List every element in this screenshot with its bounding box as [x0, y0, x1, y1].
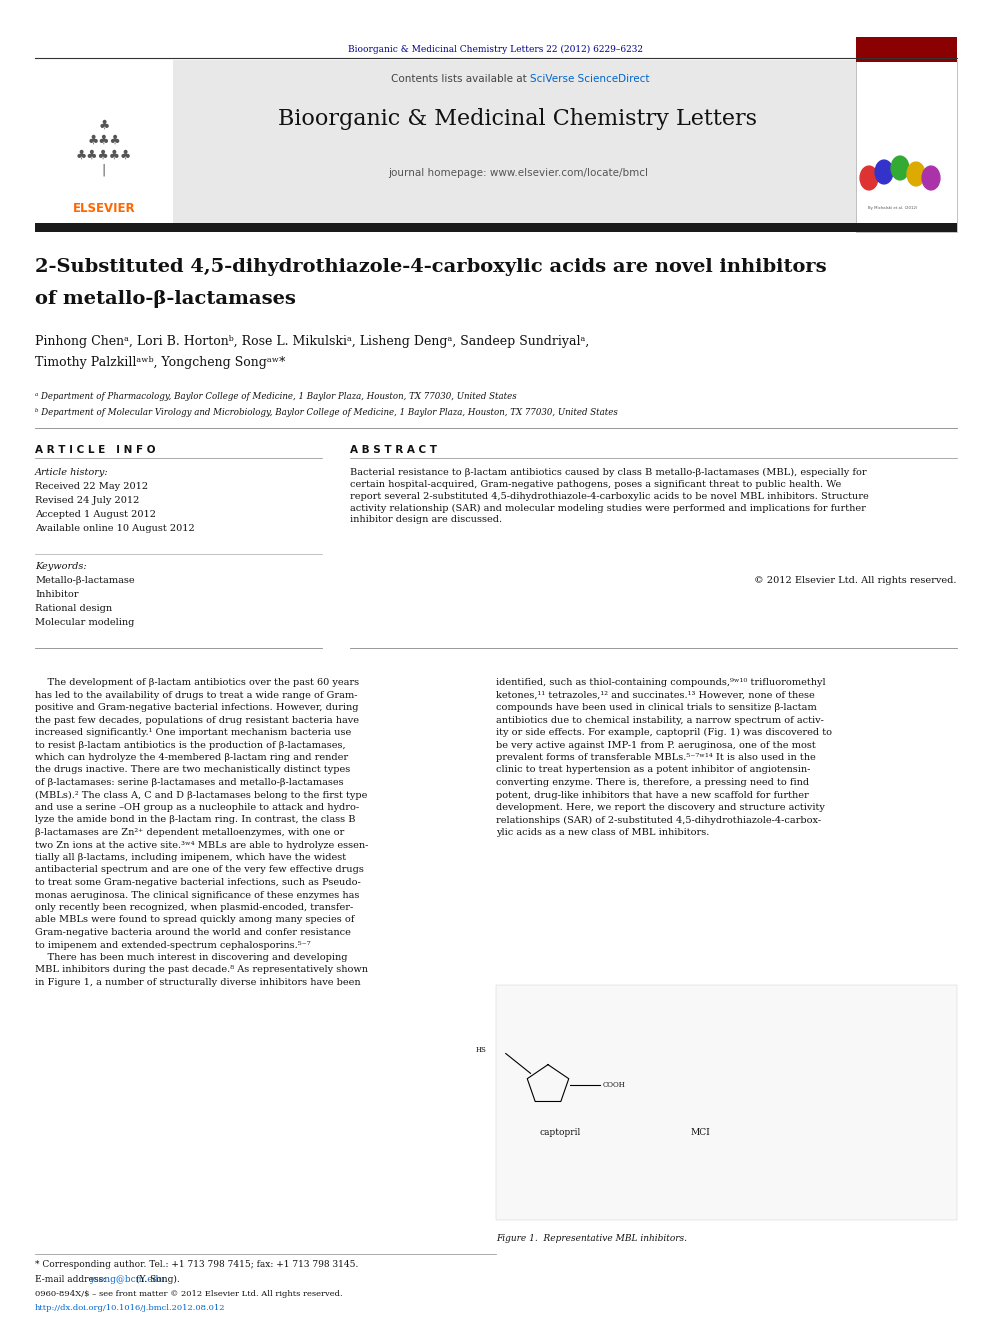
Text: only recently been recognized, when plasmid-encoded, transfer-: only recently been recognized, when plas…	[35, 904, 353, 912]
Text: ♣
♣♣♣
♣♣♣♣♣
  |: ♣ ♣♣♣ ♣♣♣♣♣ |	[75, 119, 132, 177]
Text: The development of β-lactam antibiotics over the past 60 years: The development of β-lactam antibiotics …	[35, 677, 359, 687]
Text: the past few decades, populations of drug resistant bacteria have: the past few decades, populations of dru…	[35, 716, 359, 725]
Text: monas aeruginosa. The clinical significance of these enzymes has: monas aeruginosa. The clinical significa…	[35, 890, 359, 900]
Text: potent, drug-like inhibitors that have a new scaffold for further: potent, drug-like inhibitors that have a…	[496, 791, 808, 799]
Circle shape	[875, 160, 893, 184]
Text: two Zn ions at the active site.³ʷ⁴ MBLs are able to hydrolyze essen-: two Zn ions at the active site.³ʷ⁴ MBLs …	[35, 840, 368, 849]
Text: Received 22 May 2012: Received 22 May 2012	[35, 482, 148, 491]
Text: * Corresponding author. Tel.: +1 713 798 7415; fax: +1 713 798 3145.: * Corresponding author. Tel.: +1 713 798…	[35, 1259, 358, 1269]
Text: Article history:: Article history:	[35, 468, 109, 478]
Text: increased significantly.¹ One important mechanism bacteria use: increased significantly.¹ One important …	[35, 728, 351, 737]
Text: in Figure 1, a number of structurally diverse inhibitors have been: in Figure 1, a number of structurally di…	[35, 978, 361, 987]
Text: ketones,¹¹ tetrazoles,¹² and succinates.¹³ However, none of these: ketones,¹¹ tetrazoles,¹² and succinates.…	[496, 691, 814, 700]
Text: 0960-894X/$ – see front matter © 2012 Elsevier Ltd. All rights reserved.: 0960-894X/$ – see front matter © 2012 El…	[35, 1290, 342, 1298]
Text: ysong@bcm.edu: ysong@bcm.edu	[89, 1275, 165, 1285]
Text: to imipenem and extended-spectrum cephalosporins.⁵⁻⁷: to imipenem and extended-spectrum cephal…	[35, 941, 310, 950]
Text: prevalent forms of transferable MBLs.⁵⁻⁷ʷ¹⁴ It is also used in the: prevalent forms of transferable MBLs.⁵⁻⁷…	[496, 753, 815, 762]
Text: captopril: captopril	[540, 1129, 580, 1136]
Circle shape	[923, 167, 940, 191]
Text: lyze the amide bond in the β-lactam ring. In contrast, the class B: lyze the amide bond in the β-lactam ring…	[35, 815, 355, 824]
Text: relationships (SAR) of 2-substituted 4,5-dihydrothiazole-4-carbox-: relationships (SAR) of 2-substituted 4,5…	[496, 815, 821, 824]
Text: converting enzyme. There is, therefore, a pressing need to find: converting enzyme. There is, therefore, …	[496, 778, 809, 787]
Text: positive and Gram-negative bacterial infections. However, during: positive and Gram-negative bacterial inf…	[35, 703, 358, 712]
Text: ᵇ Department of Molecular Virology and Microbiology, Baylor College of Medicine,: ᵇ Department of Molecular Virology and M…	[35, 407, 618, 417]
Text: Bioorganic & Medicinal Chemistry Letters: Bioorganic & Medicinal Chemistry Letters	[279, 108, 758, 130]
Text: ᵃ Department of Pharmacology, Baylor College of Medicine, 1 Baylor Plaza, Housto: ᵃ Department of Pharmacology, Baylor Col…	[35, 392, 517, 401]
Text: and use a serine –OH group as a nucleophile to attack and hydro-: and use a serine –OH group as a nucleoph…	[35, 803, 359, 812]
Text: Contents lists available at: Contents lists available at	[391, 74, 530, 83]
Text: β-lactamases are Zn²⁺ dependent metalloenzymes, with one or: β-lactamases are Zn²⁺ dependent metalloe…	[35, 828, 344, 837]
Text: journal homepage: www.elsevier.com/locate/bmcl: journal homepage: www.elsevier.com/locat…	[388, 168, 648, 179]
Text: A B S T R A C T: A B S T R A C T	[350, 445, 437, 455]
Text: COOH: COOH	[602, 1081, 625, 1089]
Text: development. Here, we report the discovery and structure activity: development. Here, we report the discove…	[496, 803, 825, 812]
Text: be very active against IMP-1 from P. aeruginosa, one of the most: be very active against IMP-1 from P. aer…	[496, 741, 815, 750]
Text: MCI: MCI	[690, 1129, 710, 1136]
Text: Keywords:: Keywords:	[35, 562, 86, 572]
Text: ylic acids as a new class of MBL inhibitors.: ylic acids as a new class of MBL inhibit…	[496, 828, 709, 837]
Text: SciVerse ScienceDirect: SciVerse ScienceDirect	[530, 74, 650, 83]
Circle shape	[907, 163, 925, 187]
Text: E-mail address:: E-mail address:	[35, 1275, 109, 1285]
Bar	[496, 986, 957, 1220]
Text: (Y. Song).: (Y. Song).	[133, 1275, 180, 1285]
Text: Available online 10 August 2012: Available online 10 August 2012	[35, 524, 194, 533]
Text: Timothy Palzkillᵃʷᵇ, Yongcheng Songᵃʷ*: Timothy Palzkillᵃʷᵇ, Yongcheng Songᵃʷ*	[35, 356, 286, 369]
Text: Accepted 1 August 2012: Accepted 1 August 2012	[35, 509, 156, 519]
Text: compounds have been used in clinical trials to sensitize β-lactam: compounds have been used in clinical tri…	[496, 703, 816, 712]
Circle shape	[891, 156, 909, 180]
Text: antibacterial spectrum and are one of the very few effective drugs: antibacterial spectrum and are one of th…	[35, 865, 364, 875]
Text: able MBLs were found to spread quickly among many species of: able MBLs were found to spread quickly a…	[35, 916, 354, 925]
Text: MBL inhibitors during the past decade.⁸ As representatively shown: MBL inhibitors during the past decade.⁸ …	[35, 966, 368, 975]
Circle shape	[860, 167, 878, 191]
Text: to treat some Gram-negative bacterial infections, such as Pseudo-: to treat some Gram-negative bacterial in…	[35, 878, 361, 886]
Text: to resist β-lactam antibiotics is the production of β-lactamases,: to resist β-lactam antibiotics is the pr…	[35, 741, 345, 750]
Text: © 2012 Elsevier Ltd. All rights reserved.: © 2012 Elsevier Ltd. All rights reserved…	[755, 576, 957, 585]
Text: 2-Substituted 4,5-dihydrothiazole-4-carboxylic acids are novel inhibitors: 2-Substituted 4,5-dihydrothiazole-4-carb…	[35, 258, 826, 277]
Text: (MBLs).² The class A, C and D β-lactamases belong to the first type: (MBLs).² The class A, C and D β-lactamas…	[35, 791, 367, 799]
Text: A R T I C L E   I N F O: A R T I C L E I N F O	[35, 445, 156, 455]
Text: ELSEVIER: ELSEVIER	[72, 201, 135, 214]
Text: antibiotics due to chemical instability, a narrow spectrum of activ-: antibiotics due to chemical instability,…	[496, 716, 824, 725]
Text: of β-lactamases: serine β-lactamases and metallo-β-lactamases: of β-lactamases: serine β-lactamases and…	[35, 778, 343, 787]
Text: clinic to treat hypertension as a potent inhibitor of angiotensin-: clinic to treat hypertension as a potent…	[496, 766, 810, 774]
Text: By Michalski et al. (2012): By Michalski et al. (2012)	[868, 206, 918, 210]
Text: Metallo-β-lactamase: Metallo-β-lactamase	[35, 576, 135, 585]
Text: Revised 24 July 2012: Revised 24 July 2012	[35, 496, 139, 505]
Text: Rational design: Rational design	[35, 605, 112, 613]
Text: HS: HS	[476, 1045, 487, 1053]
Text: Bioorganic & Medicinal
Chemistry Letters: Bioorganic & Medicinal Chemistry Letters	[873, 74, 939, 85]
Text: Bioorganic & Medicinal Chemistry Letters 22 (2012) 6229–6232: Bioorganic & Medicinal Chemistry Letters…	[348, 45, 644, 54]
Bar	[35, 60, 173, 232]
Text: There has been much interest in discovering and developing: There has been much interest in discover…	[35, 953, 347, 962]
Text: ity or side effects. For example, captopril (Fig. 1) was discovered to: ity or side effects. For example, captop…	[496, 728, 832, 737]
Text: identified, such as thiol-containing compounds,⁹ʷ¹⁰ trifluoromethyl: identified, such as thiol-containing com…	[496, 677, 825, 687]
Text: Molecular modeling: Molecular modeling	[35, 618, 134, 627]
Text: Bacterial resistance to β-lactam antibiotics caused by class B metallo-β-lactama: Bacterial resistance to β-lactam antibio…	[350, 468, 869, 524]
Text: Gram-negative bacteria around the world and confer resistance: Gram-negative bacteria around the world …	[35, 927, 351, 937]
Text: which can hydrolyze the 4-membered β-lactam ring and render: which can hydrolyze the 4-membered β-lac…	[35, 753, 348, 762]
Text: Figure 1.  Representative MBL inhibitors.: Figure 1. Representative MBL inhibitors.	[496, 1234, 687, 1244]
Text: tially all β-lactams, including imipenem, which have the widest: tially all β-lactams, including imipenem…	[35, 853, 346, 863]
Text: Pinhong Chenᵃ, Lori B. Hortonᵇ, Rose L. Mikulskiᵃ, Lisheng Dengᵃ, Sandeep Sundri: Pinhong Chenᵃ, Lori B. Hortonᵇ, Rose L. …	[35, 335, 589, 348]
Text: http://dx.doi.org/10.1016/j.bmcl.2012.08.012: http://dx.doi.org/10.1016/j.bmcl.2012.08…	[35, 1304, 225, 1312]
Text: of metallo-β-lactamases: of metallo-β-lactamases	[35, 290, 296, 308]
Bar	[35, 224, 957, 232]
Bar	[856, 37, 957, 62]
Text: the drugs inactive. There are two mechanistically distinct types: the drugs inactive. There are two mechan…	[35, 766, 350, 774]
Bar	[35, 60, 957, 232]
Text: Inhibitor: Inhibitor	[35, 590, 78, 599]
Text: has led to the availability of drugs to treat a wide range of Gram-: has led to the availability of drugs to …	[35, 691, 357, 700]
Bar	[856, 60, 957, 232]
